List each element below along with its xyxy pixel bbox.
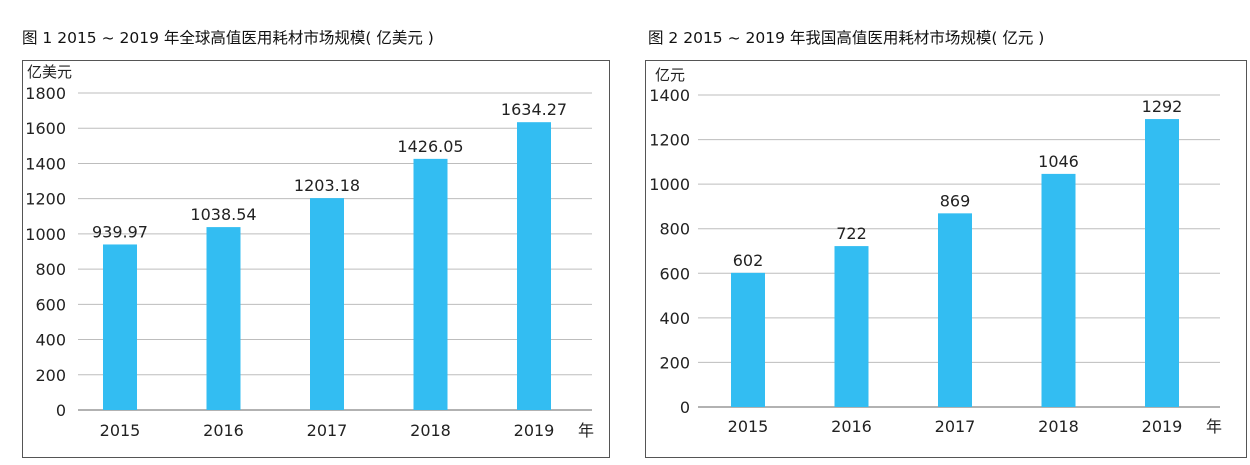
y-tick-label: 0 xyxy=(680,398,690,417)
bar-value-label: 1426.05 xyxy=(397,137,463,156)
x-axis-unit-label: 年 xyxy=(578,421,594,440)
y-tick-label: 1400 xyxy=(25,154,66,173)
x-tick-label: 2015 xyxy=(100,421,141,440)
y-tick-label: 1200 xyxy=(25,190,66,209)
bar xyxy=(834,246,869,407)
y-tick-label: 1800 xyxy=(25,84,66,103)
bar-value-label: 869 xyxy=(940,191,971,210)
y-tick-label: 1000 xyxy=(25,225,66,244)
bar xyxy=(938,213,972,407)
y-tick-label: 600 xyxy=(659,264,690,283)
y-tick-label: 600 xyxy=(35,295,66,314)
bar-value-label: 1203.18 xyxy=(294,176,360,195)
chart-title: 图 1 2015 ~ 2019 年全球高值医用耗材市场规模( 亿美元 ) xyxy=(22,29,434,47)
y-tick-label: 400 xyxy=(35,331,66,350)
y-tick-label: 0 xyxy=(56,401,66,420)
bar-value-label: 1038.54 xyxy=(190,205,256,224)
bar-value-label: 1292 xyxy=(1142,97,1183,116)
y-tick-label: 1200 xyxy=(649,131,690,150)
bar xyxy=(206,227,241,410)
x-tick-label: 2018 xyxy=(1038,417,1079,436)
bar-value-label: 722 xyxy=(836,224,867,243)
x-tick-label: 2017 xyxy=(307,421,348,440)
bar-value-label: 1634.27 xyxy=(501,100,567,119)
y-tick-label: 800 xyxy=(659,220,690,239)
chart-title: 图 2 2015 ~ 2019 年我国高值医用耗材市场规模( 亿元 ) xyxy=(648,29,1045,47)
x-tick-label: 2016 xyxy=(203,421,244,440)
bar xyxy=(1145,119,1179,407)
x-tick-label: 2018 xyxy=(410,421,451,440)
x-tick-label: 2019 xyxy=(1142,417,1183,436)
y-tick-label: 800 xyxy=(35,260,66,279)
bar xyxy=(731,272,765,407)
y-tick-label: 1600 xyxy=(25,119,66,138)
bar xyxy=(310,198,344,410)
x-axis-unit-label: 年 xyxy=(1206,417,1222,436)
x-tick-label: 2015 xyxy=(728,417,769,436)
y-axis-unit-label: 亿元 xyxy=(655,66,685,84)
bar-chart-global: 0 200 400 600 800 1000 1200 1400 1600 1800 亿美元 939.… xyxy=(25,63,594,440)
x-tick-label: 2016 xyxy=(831,417,872,436)
y-tick-label: 1000 xyxy=(649,175,690,194)
x-tick-label: 2017 xyxy=(935,417,976,436)
y-tick-label: 400 xyxy=(659,309,690,328)
chart-frame xyxy=(22,60,610,458)
bar xyxy=(103,244,137,410)
bar xyxy=(517,122,551,411)
chart-panel-china: 图 2 2015 ~ 2019 年我国高值医用耗材市场规模( 亿元 ) 0 200… xyxy=(635,0,1250,465)
x-tick-label: 2019 xyxy=(514,421,555,440)
y-tick-label: 200 xyxy=(35,366,66,385)
bar-value-label: 1046 xyxy=(1038,152,1079,171)
chart-panel-global: 图 1 2015 ~ 2019 年全球高值医用耗材市场规模( 亿美元 ) 0 20… xyxy=(22,29,610,458)
bar-value-label: 939.97 xyxy=(92,222,148,241)
bar-chart-china: 0 200 400 600 800 1000 1200 1400 亿元 602 2015 722 201… xyxy=(649,66,1222,436)
y-tick-label: 1400 xyxy=(649,86,690,105)
y-tick-label: 200 xyxy=(659,353,690,372)
chart-frame xyxy=(645,60,1247,458)
bar xyxy=(1041,173,1076,407)
bar xyxy=(413,158,448,410)
bar-value-label: 602 xyxy=(733,251,764,270)
y-axis-unit-label: 亿美元 xyxy=(27,63,72,81)
